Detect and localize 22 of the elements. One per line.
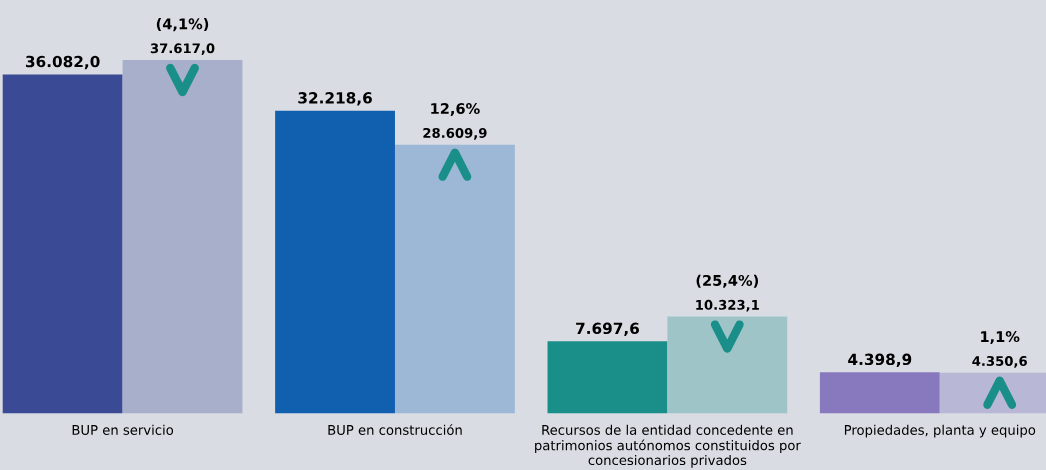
bar (122, 60, 243, 414)
annotation: 1,1% (981, 331, 1020, 344)
bar (275, 110, 395, 414)
x-tick-label: BUP en servicio (72, 424, 174, 435)
bar (547, 341, 668, 414)
annotation: (4,1%) (156, 18, 209, 32)
x-tick-label: BUP en construcción (328, 424, 462, 435)
data-label: 4.350,6 (972, 356, 1027, 368)
bar (667, 316, 788, 414)
data-label: 10.323,1 (696, 299, 759, 312)
annotation: (25,4%) (696, 274, 759, 288)
x-tick-label: Recursos de la entidad concedente en patrimonios autónomos constituidos por concesionarios privados (535, 424, 801, 468)
x-tick-label: Propiedades, planta y equipo (844, 424, 1036, 438)
data-label: 7.697,6 (576, 322, 639, 337)
data-label: 28.609,9 (423, 127, 487, 140)
bar (394, 144, 515, 414)
annotation: 12,6% (431, 103, 480, 116)
bar (2, 74, 123, 414)
data-label: 32.218,6 (298, 92, 372, 106)
data-label: 4.398,9 (848, 353, 912, 368)
data-label: 37.617,0 (150, 43, 215, 55)
data-label: 36.082,0 (25, 55, 100, 70)
